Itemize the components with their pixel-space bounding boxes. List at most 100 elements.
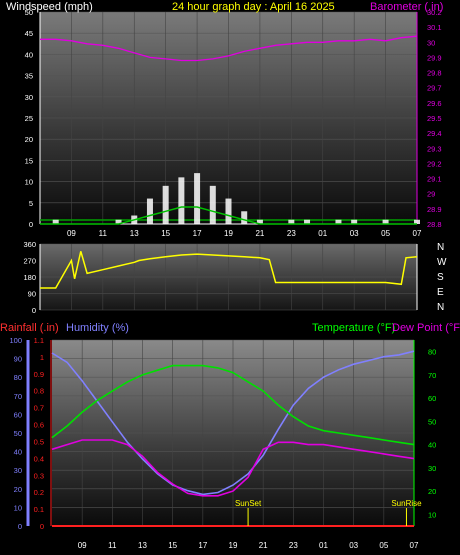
x-tick-label: 03: [350, 229, 359, 238]
x-tick-label: 15: [161, 229, 170, 238]
wind-gust-bar: [162, 185, 169, 224]
x-tick-label: 09: [67, 229, 76, 238]
x-tick-label: 21: [255, 229, 264, 238]
wind-tick-label: 10: [25, 178, 33, 187]
rainfall-tick-label: 1.1: [34, 336, 44, 345]
rainfall-tick-label: 0.3: [34, 471, 44, 480]
x-tick-label-bottom: 07: [410, 541, 419, 550]
x-tick-label: 05: [381, 229, 390, 238]
windspeed-label: Windspeed (mph): [6, 1, 93, 13]
wind-gust-bar: [194, 173, 201, 224]
x-tick-label: 19: [224, 229, 233, 238]
humidity-tick-label: 100: [9, 336, 22, 345]
rainfall-tick-label: 0.4: [34, 454, 44, 463]
rainfall-tick-label: 0.5: [34, 437, 44, 446]
rainfall-tick-label: 0.7: [34, 404, 44, 413]
temperature-tick-label: 10: [428, 510, 436, 519]
wind-gust-bar: [146, 198, 153, 224]
wind-tick-label: 40: [25, 50, 33, 59]
barometer-tick-label: 28.8: [427, 220, 442, 229]
x-tick-label-bottom: 03: [349, 541, 358, 550]
rainfall-label: Rainfall (.in): [0, 322, 59, 334]
wind-tick-label: 15: [25, 156, 33, 165]
wind-gust-bar: [115, 219, 122, 224]
direction-compass-label: N: [437, 242, 444, 253]
barometer-tick-label: 28.9: [427, 205, 442, 214]
x-tick-label-bottom: 13: [138, 541, 147, 550]
wind-gust-bar: [382, 219, 389, 224]
dewpoint-label: Dew Point (°F): [392, 322, 460, 334]
temperature-tick-label: 40: [428, 441, 436, 450]
x-tick-label-bottom: 01: [319, 541, 328, 550]
rainfall-tick-label: 0.1: [34, 505, 44, 514]
temperature-tick-label: 20: [428, 487, 436, 496]
x-tick-label-bottom: 05: [379, 541, 388, 550]
wind-panel-grid: [40, 11, 418, 225]
barometer-tick-label: 29.4: [427, 129, 442, 138]
barometer-tick-label: 29.5: [427, 114, 442, 123]
humidity-panel-grid: [52, 339, 415, 527]
rainfall-tick-label: 0.2: [34, 488, 44, 497]
sunrise-label: SunRise: [391, 499, 422, 508]
humidity-tick-label: 30: [14, 466, 22, 475]
wind-gust-bar: [304, 219, 311, 224]
direction-compass-label: S: [437, 272, 444, 283]
x-tick-label: 13: [130, 229, 139, 238]
temperature-tick-label: 30: [428, 464, 436, 473]
direction-panel-series: [40, 251, 418, 289]
wind-tick-label: 45: [25, 29, 33, 38]
barometer-tick-label: 29.8: [427, 69, 442, 78]
barometer-tick-label: 30.1: [427, 23, 442, 32]
barometer-line: [40, 35, 418, 62]
wind-tick-label: 20: [25, 135, 33, 144]
x-tick-label: 11: [99, 229, 108, 238]
humidity-panel-series: SunSet SunRise: [51, 350, 422, 527]
x-tick-label-bottom: 23: [289, 541, 298, 550]
x-tick-label: 17: [193, 229, 202, 238]
sunset-label: SunSet: [235, 499, 262, 508]
wind-tick-label: 30: [25, 93, 33, 102]
x-tick-label: 23: [287, 229, 296, 238]
wind-gust-bar: [209, 185, 216, 224]
wind-tick-label: 5: [29, 199, 33, 208]
wind-gust-bar: [351, 219, 358, 224]
humidity-tick-label: 0: [18, 522, 22, 531]
x-tick-label-bottom: 21: [259, 541, 268, 550]
x-tick-label: 01: [318, 229, 327, 238]
barometer-tick-label: 29.6: [427, 99, 442, 108]
wind-panel-series: [40, 35, 420, 225]
humidity-tick-label: 50: [14, 429, 22, 438]
humidity-panel-axes: 010203040506070809010000.10.20.30.40.50.…: [9, 336, 436, 550]
wind-gust-bar: [256, 219, 263, 224]
graph-title: 24 hour graph day : April 16 2025: [172, 1, 335, 13]
humidity-tick-label: 90: [14, 355, 22, 364]
wind-tick-label: 50: [25, 8, 33, 17]
rainfall-tick-label: 1: [40, 353, 44, 362]
wind-tick-label: 0: [29, 220, 33, 229]
rainfall-tick-label: 0.8: [34, 387, 44, 396]
wind-average-line: [40, 206, 417, 225]
humidity-tick-label: 80: [14, 373, 22, 382]
humidity-tick-label: 70: [14, 392, 22, 401]
barometer-tick-label: 30.2: [427, 8, 442, 17]
wind-tick-label: 35: [25, 72, 33, 81]
x-tick-label-bottom: 11: [108, 541, 117, 550]
rainfall-tick-label: 0: [40, 522, 44, 531]
x-tick-label-bottom: 09: [78, 541, 87, 550]
humidity-tick-label: 40: [14, 448, 22, 457]
barometer-tick-label: 29.1: [427, 175, 442, 184]
x-tick-label-bottom: 15: [168, 541, 177, 550]
direction-compass-label: N: [437, 302, 444, 313]
wind-gust-bar: [414, 219, 420, 224]
rainfall-tick-label: 0.6: [34, 421, 44, 430]
barometer-tick-label: 29.3: [427, 144, 442, 153]
humidity-line: [51, 350, 415, 496]
x-tick-label-bottom: 19: [229, 541, 238, 550]
wind-direction-line: [40, 251, 418, 289]
direction-tick-label: 180: [23, 273, 36, 282]
humidity-tick-label: 20: [14, 485, 22, 494]
direction-tick-label: 360: [23, 240, 36, 249]
wind-gust-bar: [288, 219, 295, 224]
barometer-tick-label: 30: [427, 38, 435, 47]
